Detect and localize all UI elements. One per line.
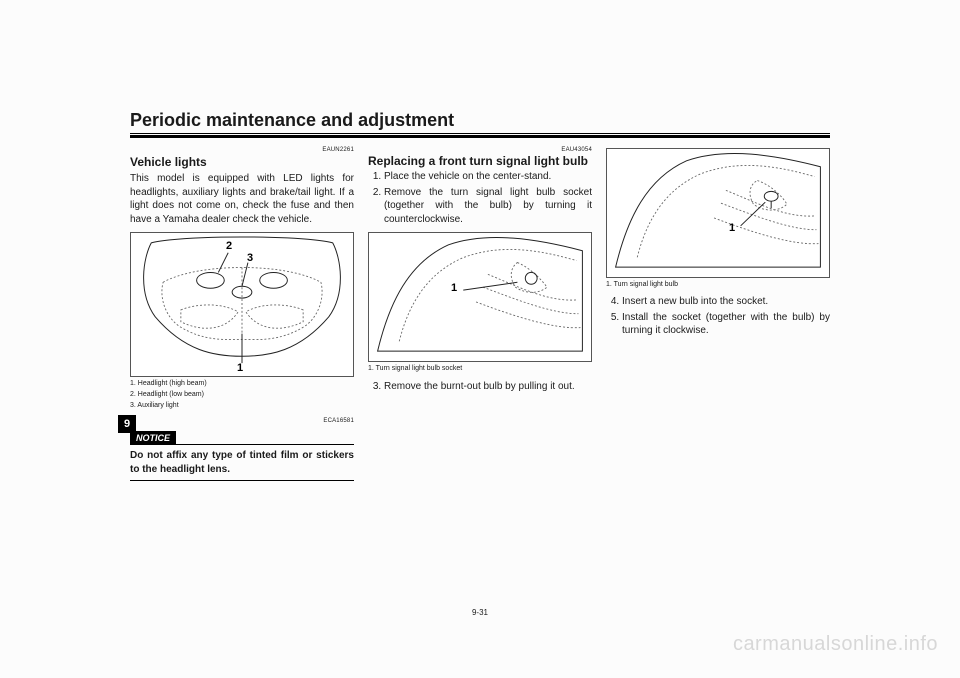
figure-bulb-socket: 1 (368, 232, 592, 362)
manual-page: Periodic maintenance and adjustment EAUN… (130, 110, 830, 481)
figure-bulb: 1 (606, 148, 830, 278)
column-3: 1 1. Turn signal light bulb Insert a new… (606, 146, 830, 481)
step: Place the vehicle on the center-stand. (384, 170, 592, 184)
ref-code: EAUN2261 (130, 146, 354, 154)
figure-callout-2: 2 (226, 239, 232, 254)
notice-text: Do not affix any type of tinted film or … (130, 449, 354, 481)
figure-callout-1: 1 (451, 281, 457, 296)
figure-callout-1: 1 (729, 221, 735, 236)
ref-code: EAU43054 (368, 146, 592, 154)
watermark: carmanualsonline.info (733, 633, 938, 656)
notice-block: NOTICE Do not affix any type of tinted f… (130, 431, 354, 482)
step: Remove the burnt-out bulb by pulling it … (384, 380, 592, 394)
figure-caption-line: 1. Turn signal light bulb (606, 280, 830, 289)
columns: EAUN2261 Vehicle lights This model is eq… (130, 146, 830, 481)
column-2: EAU43054 Replacing a front turn signal l… (368, 146, 592, 481)
step-list: Remove the burnt-out bulb by pulling it … (368, 380, 592, 394)
step: Install the socket (together with the bu… (622, 311, 830, 338)
section-heading-turn-signal: Replacing a front turn signal light bulb (368, 154, 592, 168)
figure-callout-3: 3 (247, 251, 253, 266)
chapter-title: Periodic maintenance and adjustment (130, 110, 830, 134)
body-text: This model is equipped with LED lights f… (130, 172, 354, 226)
step-list: Place the vehicle on the center-stand. R… (368, 170, 592, 226)
page-number: 9-31 (0, 608, 960, 617)
section-heading-vehicle-lights: Vehicle lights (130, 154, 354, 170)
figure-callout-1: 1 (237, 361, 243, 376)
step-list: Insert a new bulb into the socket. Insta… (606, 295, 830, 338)
ref-code: ECA16581 (130, 417, 354, 425)
figure-caption-line: 1. Turn signal light bulb socket (368, 364, 592, 373)
chapter-tab: 9 (118, 415, 136, 433)
figure-headlights: 1 2 3 (130, 232, 354, 377)
step: Remove the turn signal light bulb socket… (384, 186, 592, 227)
step: Insert a new bulb into the socket. (622, 295, 830, 309)
notice-badge: NOTICE (130, 431, 176, 445)
figure-caption-line: 1. Headlight (high beam) (130, 379, 354, 388)
figure-caption-line: 2. Headlight (low beam) (130, 390, 354, 399)
figure-caption-line: 3. Auxiliary light (130, 401, 354, 410)
column-1: EAUN2261 Vehicle lights This model is eq… (130, 146, 354, 481)
